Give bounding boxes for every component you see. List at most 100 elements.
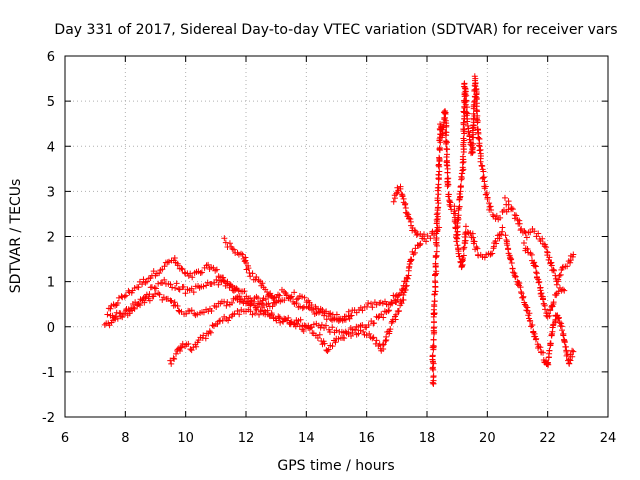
track-d-point <box>316 331 323 338</box>
track-a-point <box>179 266 186 273</box>
decay-21-point <box>513 212 520 219</box>
decay-21-point <box>551 267 558 274</box>
peak-19-point <box>462 88 469 95</box>
burst-17-point <box>397 183 404 190</box>
low-19-point <box>453 220 460 227</box>
track-d-point <box>321 340 328 347</box>
peak-19-point <box>456 190 463 197</box>
decay-21-point <box>505 201 512 208</box>
track-d-point <box>249 311 256 318</box>
peak-19-point <box>476 147 483 154</box>
spike-18-point <box>445 181 452 188</box>
track-a-point <box>269 303 276 310</box>
spike-18-point <box>434 224 441 231</box>
track-d-point <box>427 235 434 242</box>
track-b-point <box>161 276 168 283</box>
spike-18-point <box>429 352 436 359</box>
track-c-point <box>259 304 266 311</box>
peak-19-point <box>474 117 481 124</box>
track-b-point <box>325 310 332 317</box>
track-a-point <box>368 300 375 307</box>
track-b-point <box>188 285 195 292</box>
track-a-point <box>291 289 298 296</box>
track-b-point <box>152 285 159 292</box>
spike-18-point <box>444 151 451 158</box>
track-d-point <box>404 275 411 282</box>
track-d-point <box>236 311 243 318</box>
track-d-point <box>253 306 260 313</box>
track-d-point <box>351 327 358 334</box>
track-b-point <box>151 284 158 291</box>
decay-21b-point <box>518 289 525 296</box>
burst-17-point <box>402 200 409 207</box>
low-19-point <box>454 235 461 242</box>
track-d-point <box>324 348 331 355</box>
track-a-point <box>198 269 205 276</box>
track-d-point <box>345 329 352 336</box>
track-d-point <box>178 344 185 351</box>
spike-18-point <box>435 191 442 198</box>
decay-21b-point <box>530 329 537 336</box>
track-c-point <box>285 314 292 321</box>
track-a-point <box>369 304 376 311</box>
track-d-point <box>373 337 380 344</box>
track-a-point <box>140 276 147 283</box>
decay-21-point <box>556 272 563 279</box>
burst-17-point <box>405 211 412 218</box>
track-d-point <box>393 311 400 318</box>
track-b-point <box>169 284 176 291</box>
decay-21c-point <box>546 312 553 319</box>
track-c-point <box>159 296 166 303</box>
track-b-point <box>224 278 231 285</box>
track-d-point <box>411 249 418 256</box>
low-19-point <box>455 250 462 257</box>
track-a-point <box>114 300 121 307</box>
y-tick-label: -1 <box>42 366 55 381</box>
spike-18-point <box>445 175 452 182</box>
track-e-point <box>243 259 250 266</box>
track-d-point <box>417 240 424 247</box>
x-tick-label: 8 <box>121 431 129 446</box>
track-a-point <box>139 281 146 288</box>
decay-21-point <box>539 235 546 242</box>
low-19-point <box>453 238 460 245</box>
track-c-point <box>291 320 298 327</box>
track-d-point <box>405 264 412 271</box>
track-c-point <box>240 299 247 306</box>
track-d-point <box>176 348 183 355</box>
track-d-point <box>206 328 213 335</box>
track-a-point <box>359 307 366 314</box>
decay-21b-point <box>558 323 565 330</box>
track-c-point <box>146 297 153 304</box>
x-tick-label: 10 <box>177 431 194 446</box>
spike-18-point <box>435 161 442 168</box>
decay-21b-point <box>547 340 554 347</box>
x-tick-labels: 6 8 10 12 14 16 18 20 22 24 <box>61 431 616 446</box>
track-b-point <box>213 276 220 283</box>
track-a-point <box>333 311 340 318</box>
track-d-point <box>252 310 259 317</box>
track-c-point <box>333 327 340 334</box>
spike-18-point <box>429 365 436 372</box>
track-e-point <box>271 299 278 306</box>
track-b-point <box>190 289 197 296</box>
track-c-point <box>297 316 304 323</box>
track-a-point <box>156 270 163 277</box>
decay-21c-point <box>531 259 538 266</box>
decay-21b-point <box>548 332 555 339</box>
burst-17-point <box>391 195 398 202</box>
y-axis-label: SDTVAR / TECUs <box>8 179 24 294</box>
peak-19-point <box>460 135 467 142</box>
track-d-point <box>171 356 178 363</box>
decay-21c-point <box>547 307 554 314</box>
track-c-point <box>329 324 336 331</box>
decay-21-point <box>543 244 550 251</box>
track-b-point <box>148 284 155 291</box>
decay-21b-point <box>527 318 534 325</box>
track-a-point <box>365 299 372 306</box>
decay-21b-point <box>529 321 536 328</box>
track-d-point <box>296 323 303 330</box>
decay-21c-point <box>555 288 562 295</box>
track-d-point <box>395 307 402 314</box>
